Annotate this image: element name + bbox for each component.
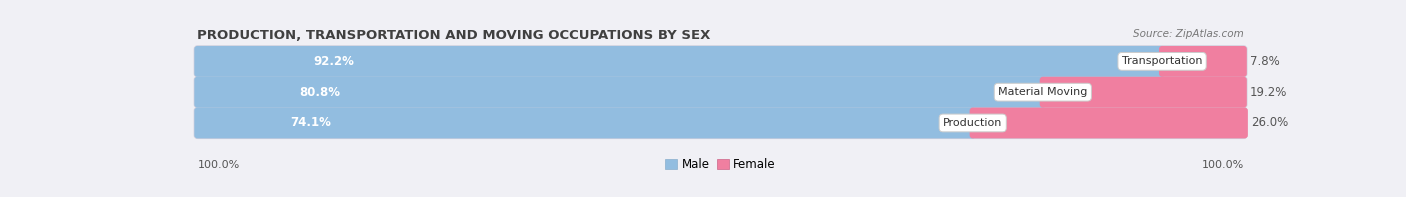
Text: PRODUCTION, TRANSPORTATION AND MOVING OCCUPATIONS BY SEX: PRODUCTION, TRANSPORTATION AND MOVING OC…: [197, 29, 711, 42]
Text: 80.8%: 80.8%: [299, 86, 340, 99]
FancyBboxPatch shape: [194, 77, 1247, 108]
Legend: Male, Female: Male, Female: [665, 158, 776, 171]
Text: 100.0%: 100.0%: [197, 160, 239, 170]
Text: 19.2%: 19.2%: [1250, 86, 1288, 99]
Text: 74.1%: 74.1%: [291, 116, 332, 129]
FancyBboxPatch shape: [194, 108, 1247, 138]
FancyBboxPatch shape: [970, 108, 1249, 138]
FancyBboxPatch shape: [1159, 46, 1247, 77]
Text: Source: ZipAtlas.com: Source: ZipAtlas.com: [1133, 29, 1244, 39]
FancyBboxPatch shape: [194, 108, 976, 138]
FancyBboxPatch shape: [1039, 77, 1247, 108]
Text: 7.8%: 7.8%: [1250, 55, 1279, 68]
FancyBboxPatch shape: [194, 46, 1166, 77]
Text: Material Moving: Material Moving: [998, 87, 1087, 97]
FancyBboxPatch shape: [194, 77, 1046, 108]
Text: 26.0%: 26.0%: [1251, 116, 1288, 129]
FancyBboxPatch shape: [194, 46, 1247, 77]
Text: 92.2%: 92.2%: [314, 55, 354, 68]
Text: Transportation: Transportation: [1122, 56, 1202, 66]
Text: 100.0%: 100.0%: [1202, 160, 1244, 170]
Text: Production: Production: [943, 118, 1002, 128]
